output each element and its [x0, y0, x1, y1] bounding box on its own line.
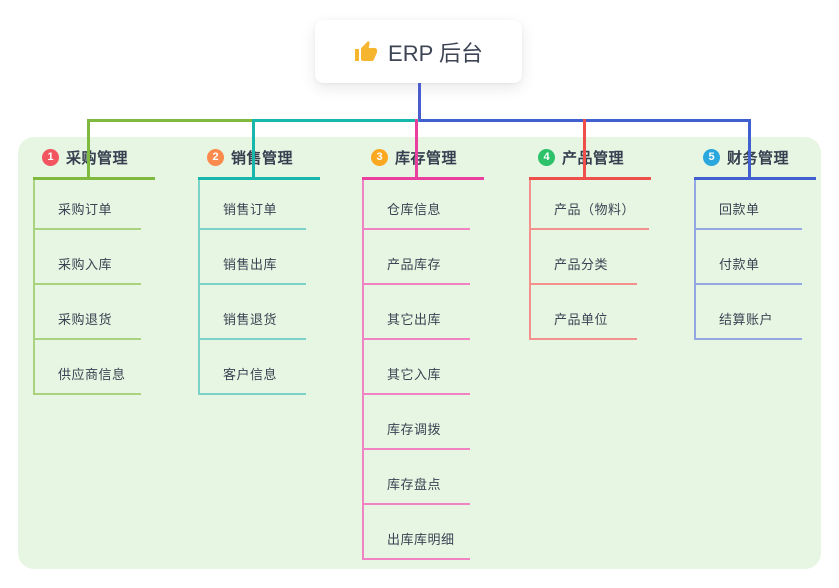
connector-root-drop: [418, 83, 421, 122]
branch-number-badge: 1: [42, 148, 59, 166]
branch-header[interactable]: 4 产品管理: [529, 137, 651, 180]
branch-children: 产品（物料） 产品分类 产品单位: [529, 180, 650, 340]
mindmap-node[interactable]: 产品库存: [364, 230, 470, 285]
branch-title: 库存管理: [395, 149, 458, 167]
root-title: ERP 后台: [388, 40, 483, 66]
mindmap-node[interactable]: 回款单: [696, 180, 802, 230]
branch-children: 销售订单 销售出库 销售退货 客户信息: [198, 180, 306, 395]
branch-number-badge: 4: [538, 148, 555, 166]
mindmap-node[interactable]: 库存盘点: [364, 450, 470, 505]
branch-header[interactable]: 2 销售管理: [198, 137, 320, 180]
branch-title: 财务管理: [727, 149, 790, 167]
branch-number-badge: 2: [207, 148, 224, 166]
mindmap-node[interactable]: 产品单位: [531, 285, 637, 340]
mindmap-node[interactable]: 库存调拨: [364, 395, 470, 450]
branch-purchase: 1 采购管理 采购订单 采购入库 采购退货 供应商信息: [33, 137, 155, 395]
branch-header[interactable]: 1 采购管理: [33, 137, 155, 180]
branch-header[interactable]: 5 财务管理: [694, 137, 816, 180]
branch-title: 销售管理: [231, 149, 294, 167]
mindmap-node[interactable]: 销售退货: [200, 285, 306, 340]
thumbs-up-icon: [354, 40, 378, 64]
mindmap-node[interactable]: 销售订单: [200, 180, 306, 230]
mindmap-node[interactable]: 结算账户: [696, 285, 802, 340]
mindmap-node[interactable]: 采购退货: [35, 285, 141, 340]
mindmap-node[interactable]: 其它入库: [364, 340, 470, 395]
mindmap-node[interactable]: 其它出库: [364, 285, 470, 340]
branch-header[interactable]: 3 库存管理: [362, 137, 484, 180]
mindmap-node[interactable]: 客户信息: [200, 340, 306, 395]
branch-children: 回款单 付款单 结算账户: [694, 180, 802, 340]
connector-drop-finance: [748, 119, 751, 180]
mindmap-node[interactable]: 供应商信息: [35, 340, 141, 395]
branch-product: 4 产品管理 产品（物料） 产品分类 产品单位: [529, 137, 651, 340]
branch-sales: 2 销售管理 销售订单 销售出库 销售退货 客户信息: [198, 137, 320, 395]
connector-bus-segment-teal: [252, 119, 419, 122]
root-node[interactable]: ERP 后台: [315, 20, 522, 83]
branch-title: 采购管理: [66, 149, 129, 167]
branch-inventory: 3 库存管理 仓库信息 产品库存 其它出库 其它入库 库存调拨 库存盘点 出库库…: [362, 137, 484, 560]
branch-number-badge: 3: [371, 148, 388, 166]
mindmap-node[interactable]: 采购入库: [35, 230, 141, 285]
mindmap-node[interactable]: 仓库信息: [364, 180, 470, 230]
branch-children: 仓库信息 产品库存 其它出库 其它入库 库存调拨 库存盘点 出库库明细: [362, 180, 470, 560]
mindmap-node[interactable]: 采购订单: [35, 180, 141, 230]
branch-title: 产品管理: [562, 149, 625, 167]
connector-drop-purchase: [87, 119, 90, 180]
connector-drop-product: [583, 119, 586, 180]
mindmap-node[interactable]: 出库库明细: [364, 505, 470, 560]
branch-children: 采购订单 采购入库 采购退货 供应商信息: [33, 180, 141, 395]
connector-drop-sales: [252, 119, 255, 180]
branches-panel: [18, 137, 821, 569]
connector-drop-inventory: [415, 119, 418, 180]
mindmap-node[interactable]: 销售出库: [200, 230, 306, 285]
mindmap-node[interactable]: 产品分类: [531, 230, 637, 285]
mindmap-node[interactable]: 产品（物料）: [531, 180, 650, 230]
branch-number-badge: 5: [703, 148, 720, 166]
connector-bus-segment-green: [87, 119, 252, 122]
mindmap-node[interactable]: 付款单: [696, 230, 802, 285]
branch-finance: 5 财务管理 回款单 付款单 结算账户: [694, 137, 816, 340]
